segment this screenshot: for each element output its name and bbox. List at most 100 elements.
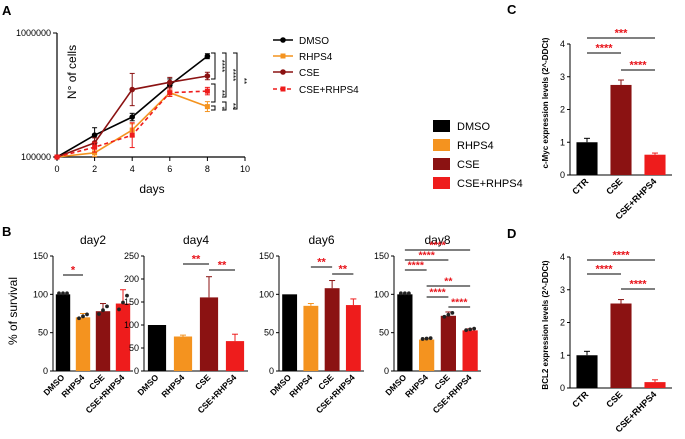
panel-label-a: A (2, 3, 12, 18)
replicate-dot (65, 291, 69, 296)
y-axis-label: N° of cells (65, 45, 79, 99)
bar-dmso (55, 294, 71, 371)
x-tick-label: 8 (205, 164, 210, 174)
y-tick-label: 250 (124, 251, 139, 261)
replicate-dot (450, 310, 455, 315)
treatment-legend: DMSO RHPS4 CSE CSE+RHPS4 (433, 120, 523, 190)
category-label-dmso: DMSO (135, 372, 160, 397)
bar-cse (324, 288, 340, 371)
chart-title: day8 (424, 233, 450, 247)
panel-c-cmyc-bars: c-Myc expression levels (2^-DDCt) 0 1 2 3 4 CT… (541, 28, 672, 221)
significance-label: **** (217, 60, 226, 72)
bar-cse (610, 84, 632, 175)
legend-marker (280, 69, 286, 75)
bar-rhps4 (419, 339, 435, 371)
replicate-dot (468, 327, 473, 332)
replicate-dot (442, 314, 447, 319)
bar-cse-rhps4 (644, 154, 666, 175)
y-tick-label: 150 (124, 297, 139, 307)
y-tick-label: 100 (259, 289, 274, 299)
x-axis-label: days (139, 182, 164, 196)
legend-label: DMSO (299, 36, 329, 47)
significance-label: **** (629, 279, 647, 291)
y-tick-label: 50 (38, 328, 48, 338)
x-tick-label: 0 (54, 164, 59, 174)
chart-title: day6 (308, 233, 334, 247)
replicate-dot (420, 337, 425, 341)
replicate-dot (121, 300, 125, 305)
bar-dmso (147, 325, 167, 371)
x-tick-label: 6 (167, 164, 172, 174)
significance-label: ** (444, 276, 453, 288)
significance-label: ** (228, 103, 237, 109)
legend-label: CSE+RHPS4 (299, 85, 359, 96)
legend-swatch-rhps4 (433, 139, 450, 151)
legend-label-rhps4: RHPS4 (457, 140, 494, 152)
data-point-cse (204, 73, 211, 79)
legend-label: CSE (299, 68, 320, 79)
category-label-cse: CSE (604, 389, 624, 409)
replicate-dot (472, 326, 477, 331)
y-tick-label: 4 (560, 39, 565, 49)
data-point-cse-rhps4 (204, 88, 210, 94)
legend-label: RHPS4 (299, 52, 333, 63)
category-label-rhps4: RHPS4 (59, 372, 86, 399)
legend-marker (280, 37, 286, 43)
y-axis-label: c-Myc expression levels (2^-DDCt) (541, 37, 550, 168)
category-label-cse-rhps4: CSE+RHPS4 (314, 372, 357, 415)
bar-cse-rhps4 (345, 305, 361, 371)
bar-ctr (576, 355, 598, 388)
replicate-dot (428, 336, 433, 341)
bar-cse-rhps4 (115, 303, 131, 371)
bar-cse (199, 297, 219, 371)
replicate-dot (406, 291, 411, 296)
data-point-cse-rhps4 (92, 144, 98, 150)
data-point-cse (167, 79, 173, 86)
significance-label: ** (239, 78, 248, 84)
replicate-dot (105, 304, 109, 309)
y-tick-label: 0 (134, 366, 139, 376)
legend-label-cse: CSE (457, 159, 480, 171)
y-tick-label: 2 (560, 318, 565, 328)
y-tick-label: 3 (560, 285, 565, 295)
y-tick-label: 0 (269, 366, 274, 376)
y-tick-label: 100 (374, 289, 389, 299)
replicate-dot (81, 314, 85, 319)
bar-ctr (576, 142, 598, 175)
significance-label: * (71, 265, 76, 277)
bar-dmso (397, 294, 413, 371)
bar-rhps4 (303, 305, 319, 371)
y-tick-label: 50 (129, 343, 139, 353)
significance-label: **** (595, 43, 613, 55)
panel-label-d: D (507, 226, 516, 241)
significance-label: *** (615, 28, 629, 40)
y-tick-label: 50 (379, 328, 389, 338)
category-label-rhps4: RHPS4 (403, 372, 430, 399)
panel-d-bcl2-bars: BCL2 expression levels (2^-DDCt) 0 1 2 3 4 CTR… (541, 250, 672, 434)
category-label-ctr: CTR (570, 389, 591, 410)
y-tick-label: 0 (560, 170, 565, 180)
category-label-cse-rhps4: CSE+RHPS4 (431, 372, 474, 415)
significance-label: **** (408, 260, 425, 272)
replicate-dot (125, 293, 129, 298)
significance-label: ** (218, 260, 227, 272)
y-axis-label: BCL2 expression levels (2^-DDCt) (541, 260, 550, 389)
x-tick-label: 10 (240, 164, 250, 174)
category-label-rhps4: RHPS4 (159, 372, 186, 399)
legend-label-cse-rhps4: CSE+RHPS4 (457, 178, 523, 190)
replicate-dot (97, 312, 101, 316)
data-point-dmso (129, 114, 135, 120)
x-tick-label: 4 (130, 164, 135, 174)
significance-label: **** (629, 60, 647, 72)
data-point-rhps4 (204, 104, 210, 110)
panel-label-b: B (2, 224, 11, 239)
y-tick-label: 100 (124, 320, 139, 330)
significance-label: **** (451, 297, 468, 309)
replicate-dot (77, 316, 81, 321)
category-label-ctr: CTR (570, 176, 591, 197)
significance-label: **** (429, 287, 446, 299)
legend-label-dmso: DMSO (457, 121, 490, 133)
